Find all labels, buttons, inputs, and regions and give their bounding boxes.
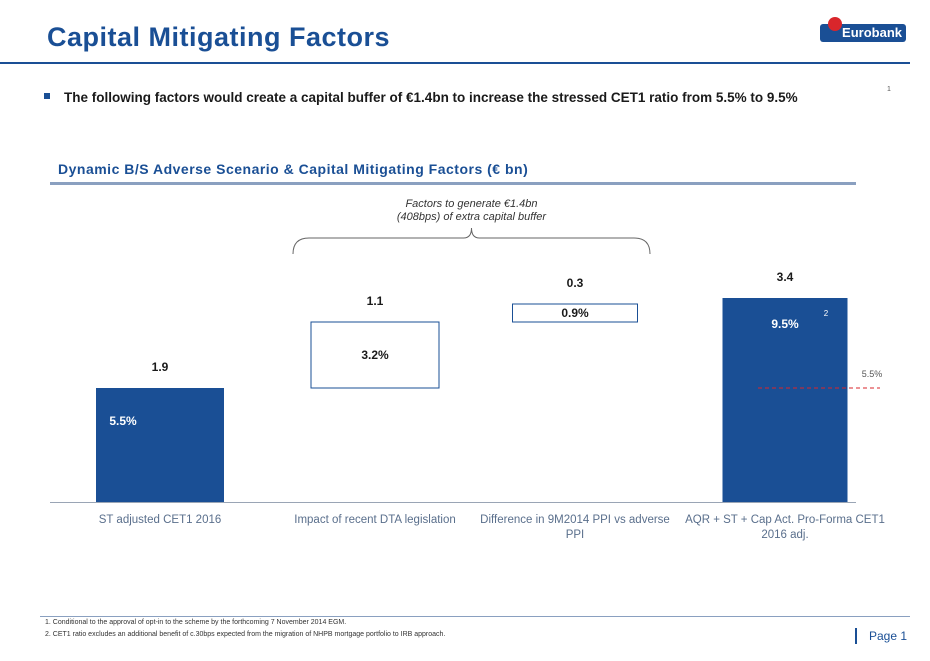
footnote-2: 2. CET1 ratio excludes an additional ben… bbox=[45, 631, 446, 638]
bar-1 bbox=[96, 388, 224, 502]
bullet-square-icon bbox=[44, 93, 50, 100]
logo-text: Eurobank bbox=[820, 24, 906, 42]
footer-divider bbox=[40, 616, 910, 617]
bar-2 bbox=[310, 321, 440, 389]
value-label-2: 1.1 bbox=[367, 294, 384, 308]
page-number: Page 1 bbox=[855, 628, 907, 644]
ratio-label-3: 0.9% bbox=[561, 306, 589, 320]
value-label-1: 1.9 bbox=[152, 360, 169, 374]
ratio-label-1: 5.5% bbox=[109, 414, 137, 428]
title-divider bbox=[0, 62, 910, 64]
category-label-4: AQR + ST + Cap Act. Pro-Forma CET1 2016 a… bbox=[685, 514, 885, 541]
ratio-label-4: 9.5% bbox=[771, 317, 799, 331]
summary-bullet-text: The following factors would create a cap… bbox=[64, 90, 798, 105]
page-title: Capital Mitigating Factors bbox=[47, 22, 391, 52]
category-label-3: Difference in 9M2014 PPI vs adverse PPI bbox=[480, 514, 670, 541]
category-label-1: ST adjusted CET1 2016 bbox=[99, 514, 222, 526]
reference-line-label: 5.5% bbox=[862, 369, 883, 379]
value-label-4: 3.4 bbox=[777, 270, 794, 284]
final-bar-footnote-ref: 2 bbox=[824, 309, 829, 318]
summary-footnote-ref: 1 bbox=[887, 86, 891, 93]
summary-bullet: The following factors would create a cap… bbox=[44, 90, 798, 105]
value-label-3: 0.3 bbox=[567, 276, 584, 290]
bar-4 bbox=[722, 298, 848, 502]
bar-3 bbox=[512, 303, 638, 323]
ratio-label-2: 3.2% bbox=[361, 348, 389, 362]
bracket-label-line-1: Factors to generate €1.4bn bbox=[405, 198, 537, 210]
category-label-2: Impact of recent DTA legislation bbox=[294, 514, 456, 526]
footnote-1: 1. Conditional to the approval of opt-in… bbox=[45, 619, 347, 626]
logo-mark-icon bbox=[828, 17, 842, 31]
section-divider bbox=[50, 182, 856, 185]
bracket-annotation bbox=[292, 227, 651, 255]
chart-section-title: Dynamic B/S Adverse Scenario & Capital M… bbox=[58, 161, 529, 177]
eurobank-logo: Eurobank bbox=[820, 17, 906, 43]
bracket-label-line-2: (408bps) of extra capital buffer bbox=[397, 211, 548, 223]
